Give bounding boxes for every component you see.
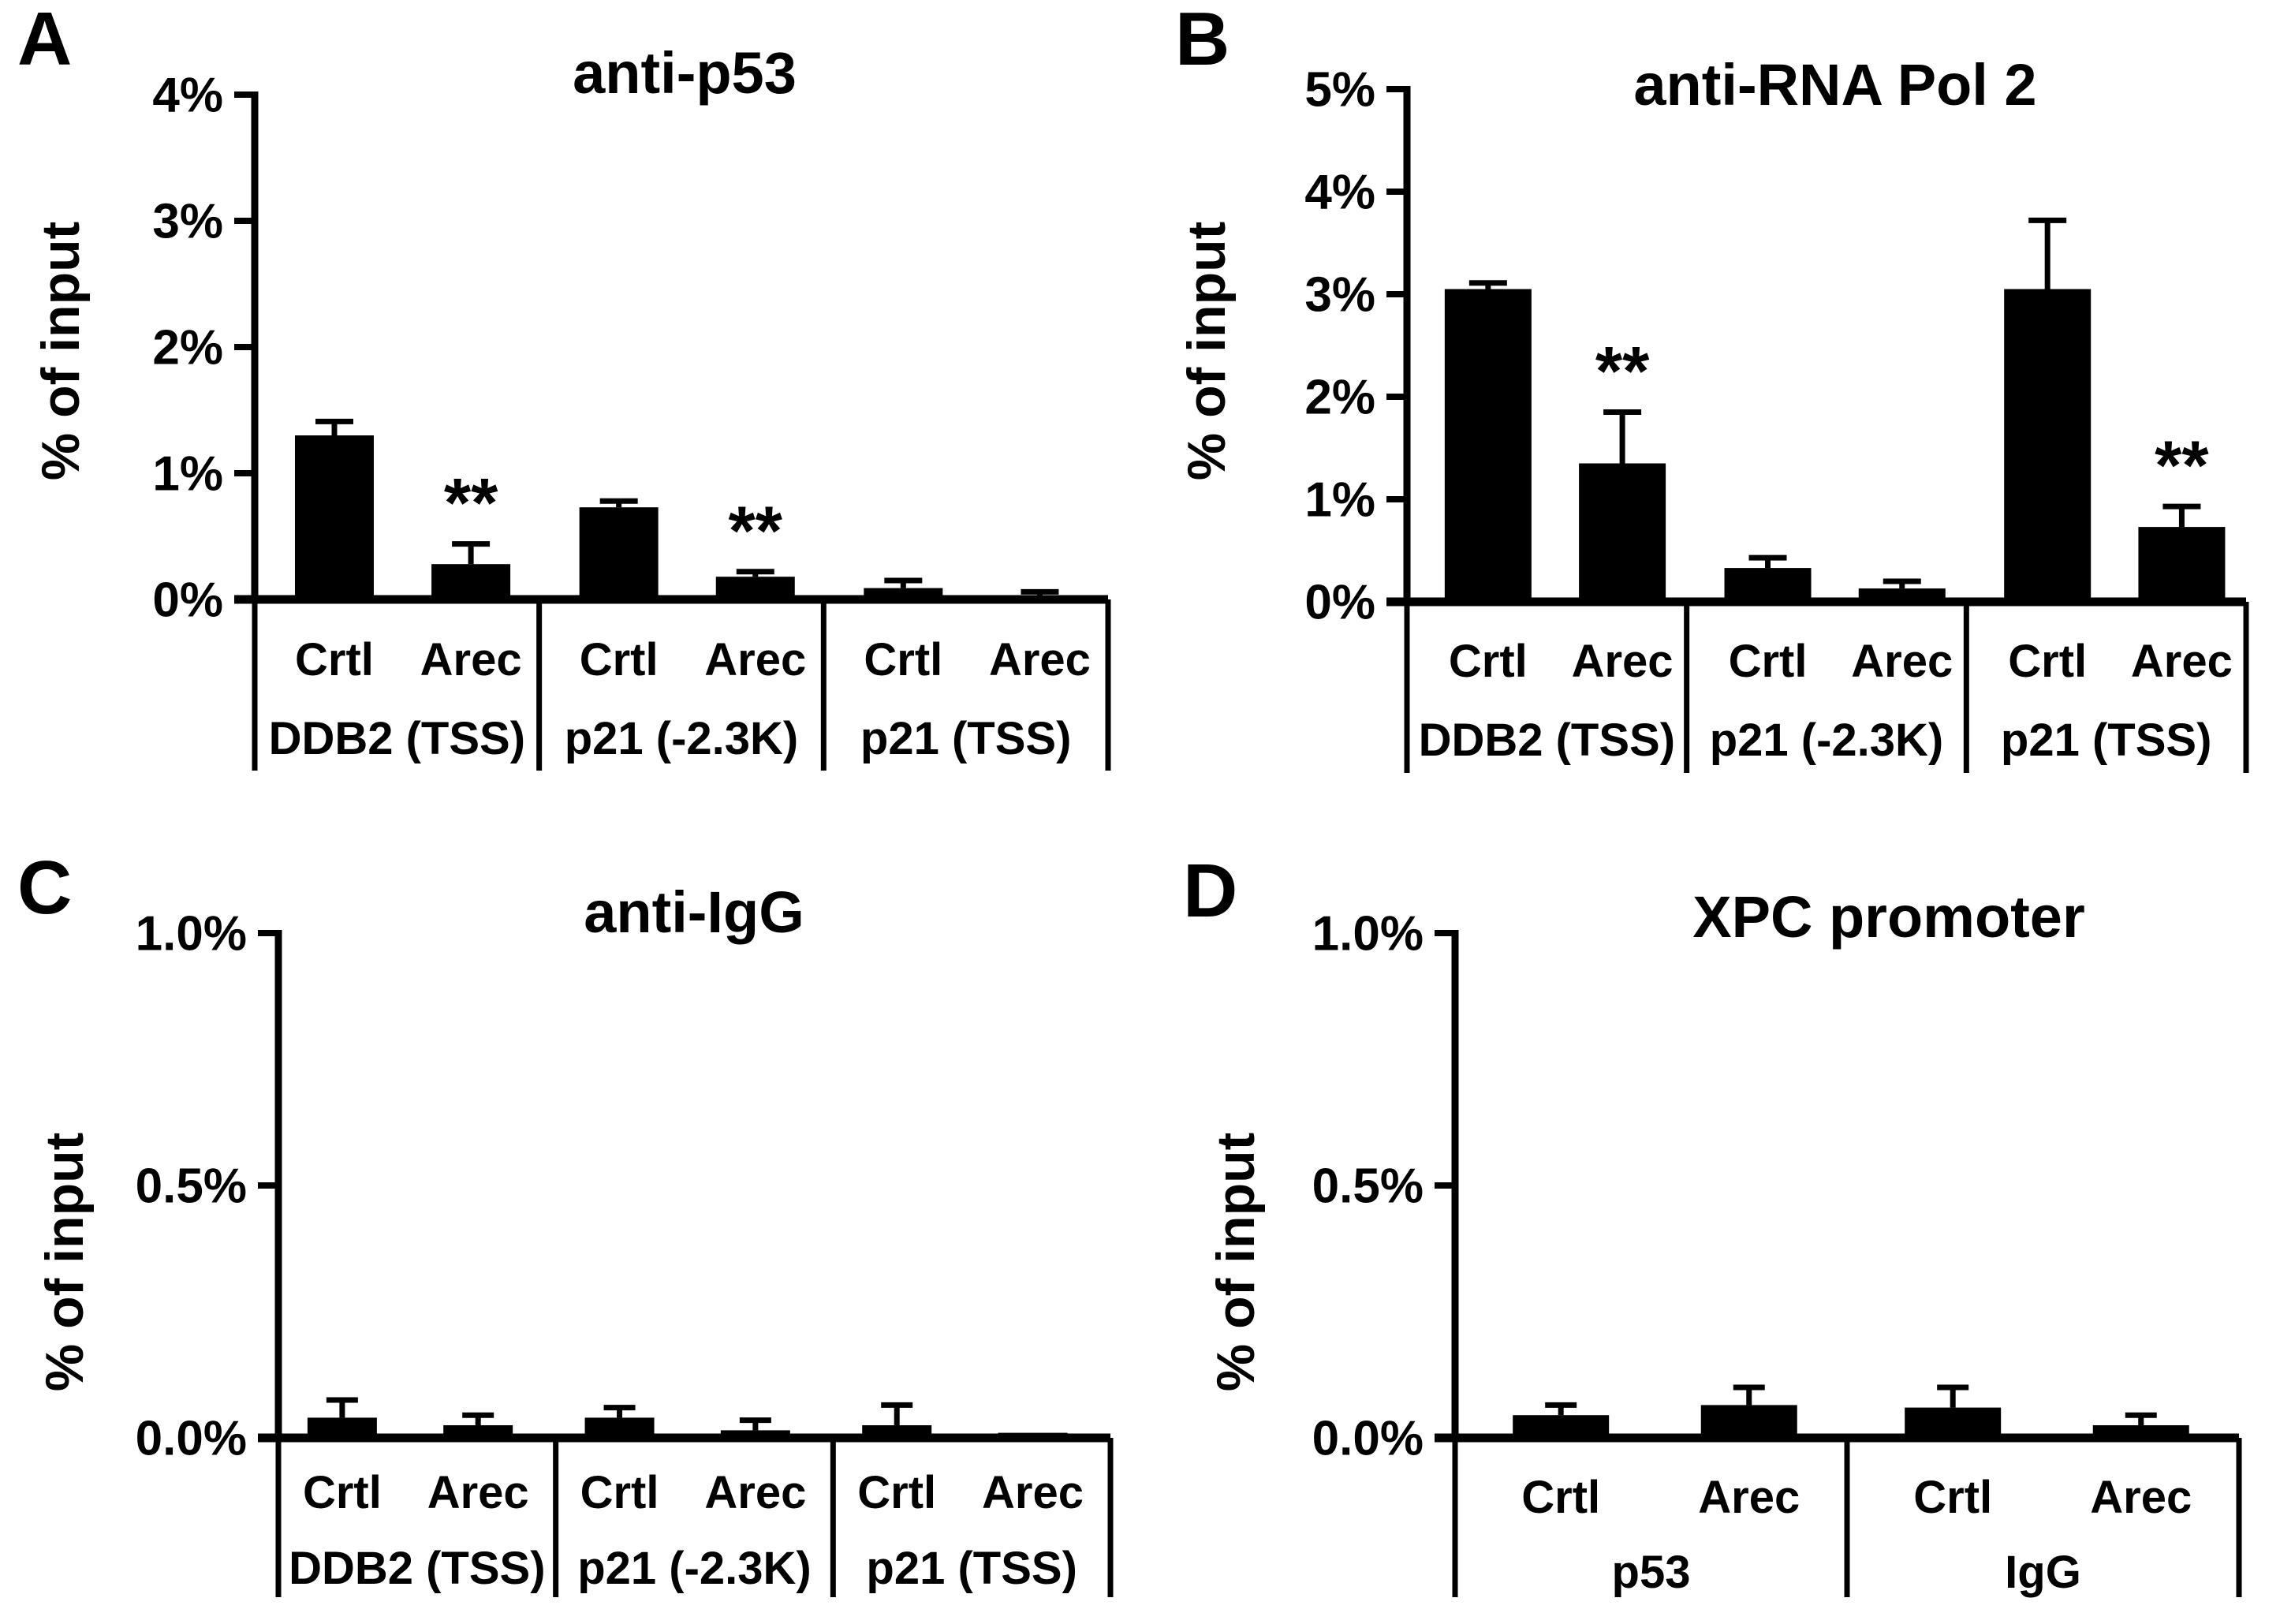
condition-label: Arec (989, 634, 1091, 685)
significance-marker: ** (2155, 426, 2209, 504)
group-label: p21 (TSS) (860, 713, 1072, 764)
bar-a-2 (579, 507, 659, 599)
condition-label: Crtl (1449, 636, 1528, 687)
significance-marker: ** (1595, 332, 1650, 410)
condition-label: Arec (1572, 636, 1674, 687)
panel-a-letter: A (17, 0, 73, 81)
chart-title: anti-IgG (584, 879, 804, 945)
group-label: IgG (2005, 1547, 2081, 1598)
group-label: p21 (-2.3K) (565, 713, 799, 764)
condition-label: Crtl (2008, 636, 2087, 687)
condition-label: Arec (427, 1467, 529, 1518)
panel-a-chart: anti-p53 % of input 4% 3% 2% 1% 0% DDB2 (TSS) Cr… (0, 0, 1140, 812)
bar-d-2 (1905, 1407, 2002, 1438)
condition-label: Crtl (864, 634, 942, 685)
panel-c: C anti-IgG % of input 1.0% 0.5% 0.0% DDB2 (TS… (0, 812, 1140, 1624)
bar-b-1 (1579, 463, 1666, 602)
y-tick-label: 3% (152, 195, 223, 249)
condition-label: Arec (704, 634, 806, 685)
condition-label: Crtl (1913, 1472, 1992, 1523)
condition-label: Crtl (580, 1467, 659, 1518)
panel-d-svg: XPC promoter% of input1.0%0.5%0.0%p53Crt… (1206, 884, 2242, 1598)
group-label: DDB2 (TSS) (289, 1543, 545, 1594)
group-label: p21 (-2.3K) (1710, 715, 1944, 766)
y-tick-label: 1.0% (1312, 907, 1424, 961)
y-axis-label: % of input (35, 1133, 95, 1392)
condition-label: Arec (2090, 1472, 2192, 1523)
group-label: p21 (TSS) (2001, 715, 2212, 766)
condition-label: Crtl (303, 1467, 382, 1518)
y-tick-label: 3% (1304, 268, 1375, 323)
condition-label: Crtl (1729, 636, 1808, 687)
bar-b-0 (1444, 289, 1532, 602)
condition-label: Crtl (1521, 1472, 1600, 1523)
group-label: DDB2 (TSS) (269, 713, 525, 764)
condition-label: Arec (704, 1467, 806, 1518)
panel-a: A anti-p53 % of input 4% 3% 2% 1% 0% DDB2 (TSS)… (0, 0, 1140, 812)
y-tick-label: 2% (152, 321, 223, 375)
panel-b-letter: B (1175, 0, 1230, 81)
group-label: p53 (1612, 1547, 1691, 1598)
group-label: p21 (TSS) (866, 1543, 1077, 1594)
y-tick-label: 4% (1304, 166, 1375, 220)
significance-marker: ** (729, 491, 783, 569)
bar-b-4 (2004, 289, 2092, 602)
panel-d-chart: XPC promoter% of input 1.0% 0.5% 0.0% p53 Crt… (1140, 812, 2280, 1624)
y-tick-label: 0.0% (1312, 1412, 1424, 1466)
y-tick-label: 0% (1304, 576, 1375, 630)
panel-b-chart: anti-RNA Pol 2 % of input 5% 4% 3% 2% 1% 0% DDB2… (1140, 0, 2280, 812)
y-tick-label: 1% (1304, 473, 1375, 528)
bar-a-1 (431, 564, 511, 599)
panel-a-svg: anti-p53 % of input 4% 3% 2% 1% 0% DDB2 (TSS) Cr… (31, 40, 1111, 771)
y-axis-label: % of input (1206, 1133, 1266, 1392)
group-label: DDB2 (TSS) (1419, 715, 1675, 766)
chart-title: XPC promoter (1692, 884, 2085, 950)
y-tick-label: 2% (1304, 371, 1375, 425)
bar-b-5 (2138, 527, 2226, 602)
y-axis-label: % of input (31, 222, 91, 481)
condition-label: Arec (982, 1467, 1084, 1518)
y-tick-label: 0% (152, 573, 223, 628)
chart-title: anti-RNA Pol 2 (1633, 52, 2036, 118)
y-tick-label: 5% (1304, 63, 1375, 118)
condition-label: Arec (1851, 636, 1953, 687)
significance-marker: ** (444, 464, 498, 542)
condition-label: Arec (1698, 1472, 1800, 1523)
group-label: p21 (-2.3K) (577, 1543, 812, 1594)
panel-b: B anti-RNA Pol 2 % of input 5% 4% 3% 2% 1% 0% DD… (1140, 0, 2280, 812)
condition-label: Crtl (580, 634, 659, 685)
condition-label: Crtl (857, 1467, 936, 1518)
y-tick-label: 4% (152, 69, 223, 123)
condition-label: Arec (2131, 636, 2233, 687)
y-tick-label: 0.0% (136, 1412, 247, 1466)
y-axis-label: % of input (1177, 222, 1237, 481)
y-tick-label: 1.0% (136, 907, 247, 961)
bar-b-2 (1724, 568, 1812, 602)
chart-title: anti-p53 (573, 40, 797, 106)
y-tick-label: 1% (152, 447, 223, 502)
y-tick-label: 0.5% (136, 1159, 247, 1214)
panel-c-svg: anti-IgG % of input 1.0% 0.5% 0.0% DDB2 (TSS)… (35, 879, 1114, 1597)
panel-d: D XPC promoter% of input 1.0% 0.5% 0.0% p53 C… (1140, 812, 2280, 1624)
bar-d-1 (1700, 1405, 1797, 1438)
condition-label: Crtl (295, 634, 374, 685)
condition-label: Arec (420, 634, 522, 685)
bar-a-0 (294, 435, 374, 599)
panel-d-letter: D (1183, 849, 1238, 933)
y-tick-label: 0.5% (1312, 1159, 1424, 1214)
panel-c-letter: C (17, 846, 73, 930)
panel-b-svg: anti-RNA Pol 2 % of input 5% 4% 3% 2% 1% 0% DDB2… (1177, 52, 2249, 773)
panel-c-chart: anti-IgG % of input 1.0% 0.5% 0.0% DDB2 (TSS)… (0, 812, 1140, 1624)
